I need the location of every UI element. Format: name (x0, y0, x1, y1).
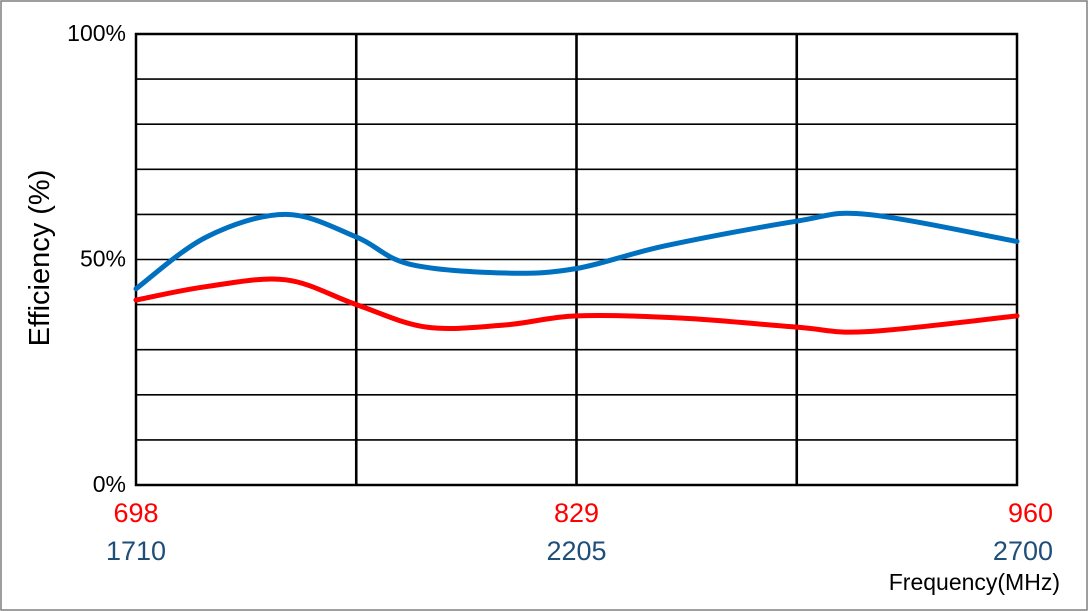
x-tick-label-row0-1: 829 (554, 498, 599, 528)
y-axis-ticks: 0% 50% 100% (67, 20, 126, 497)
y-tick-label-0: 0% (93, 471, 126, 497)
series-line-1 (133, 276, 1020, 335)
x-tick-label-row0-0: 698 (113, 498, 158, 528)
x-tick-label-row1-1: 2205 (546, 536, 606, 566)
x-axis-ticks: 698 829 960 1710 2205 2700 (106, 498, 1053, 566)
y-tick-label-2: 100% (67, 20, 126, 46)
series-line-0 (133, 210, 1020, 292)
plot-area-border (134, 32, 1019, 487)
x-tick-label-row0-2: 960 (1008, 498, 1053, 528)
y-tick-label-1: 50% (80, 246, 126, 272)
grid (134, 32, 1019, 487)
x-axis-label: Frequency(MHz) (889, 569, 1060, 595)
x-tick-label-row1-0: 1710 (106, 536, 166, 566)
series-layer (133, 210, 1020, 335)
x-tick-label-row1-2: 2700 (993, 536, 1053, 566)
y-axis-label: Efficiency (%) (24, 170, 56, 347)
